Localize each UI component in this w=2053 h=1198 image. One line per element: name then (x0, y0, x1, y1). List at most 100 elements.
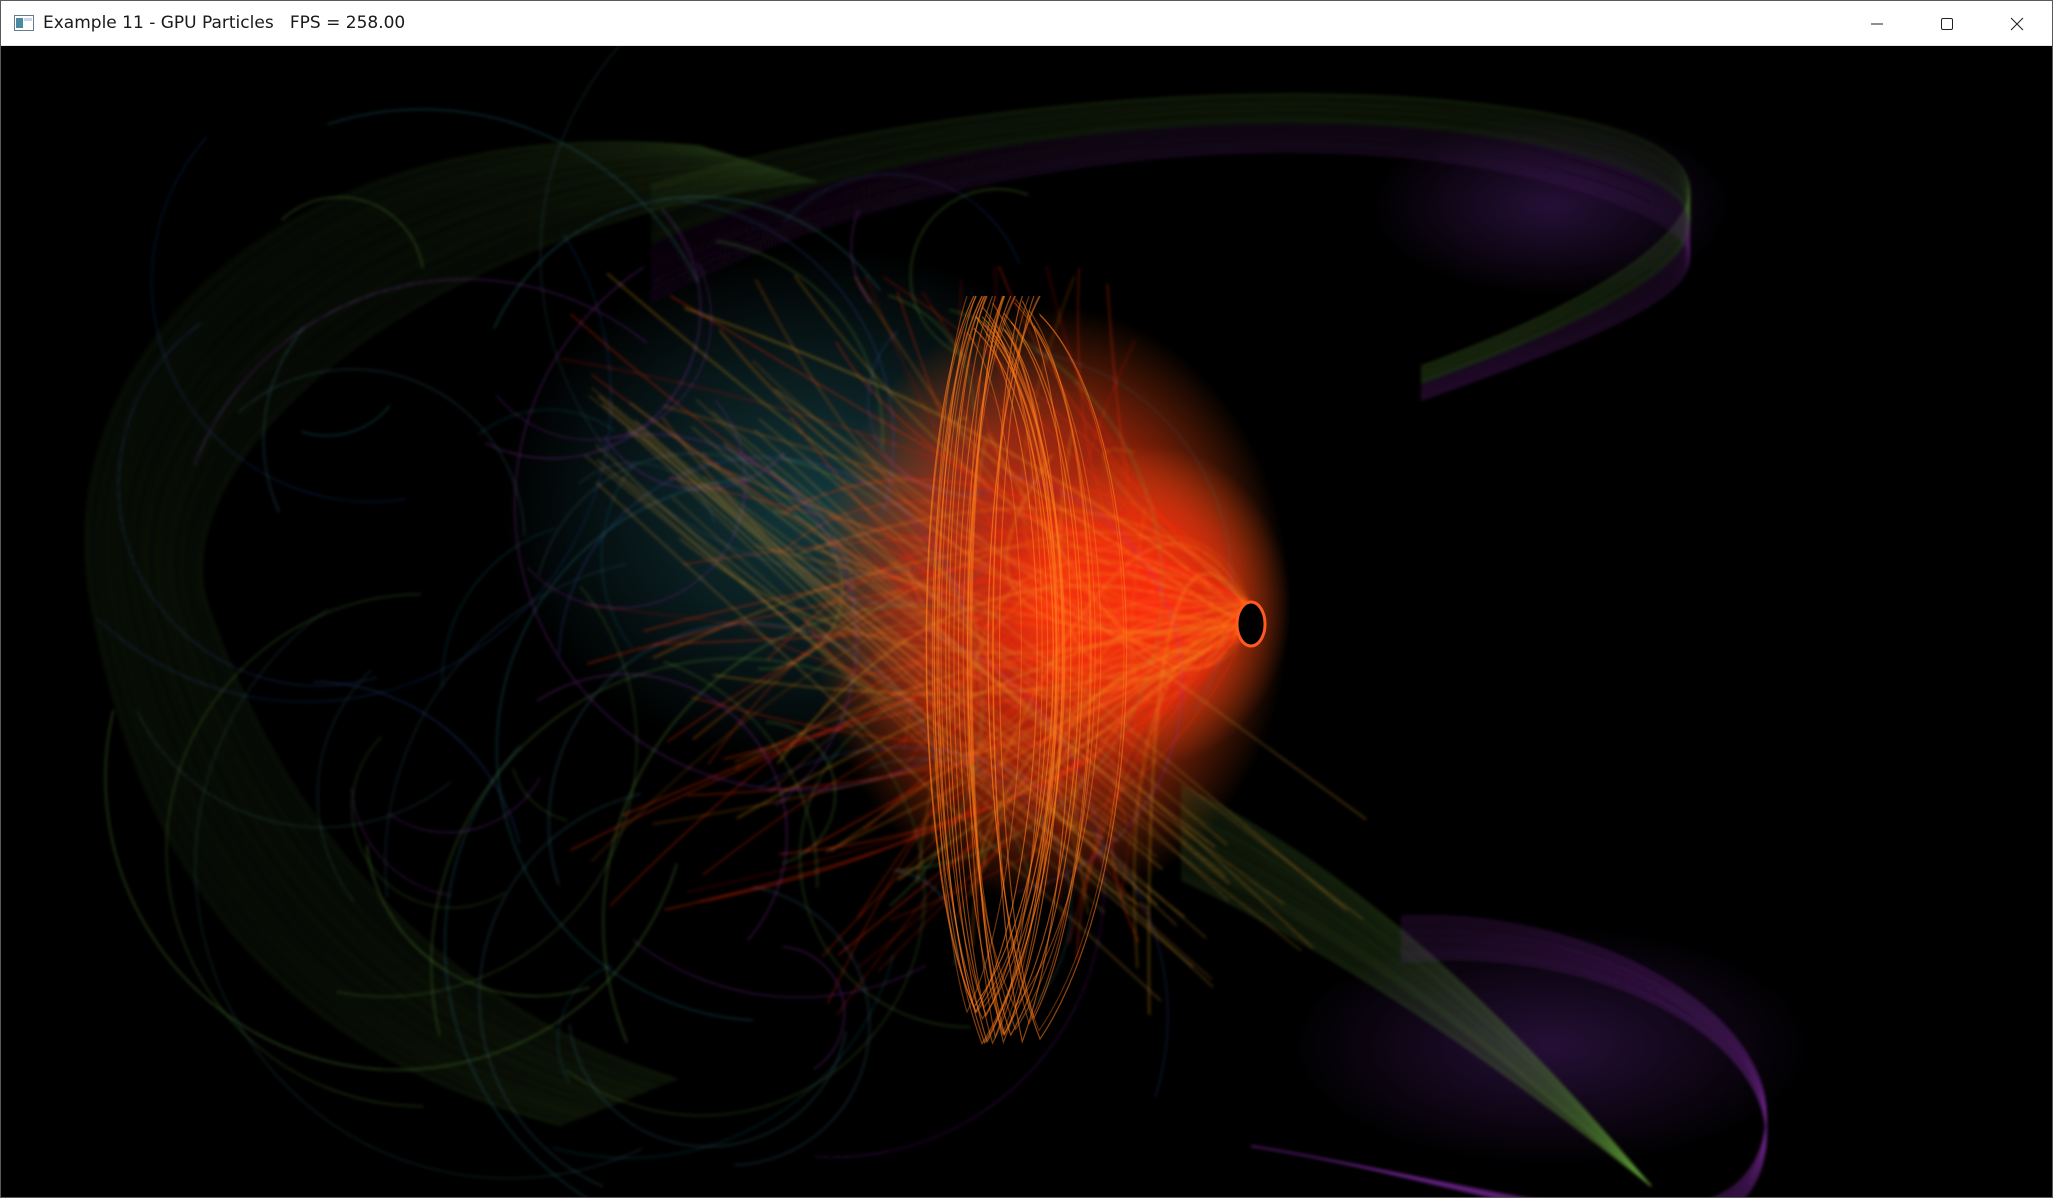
particle-trail (588, 395, 1158, 858)
particle-trail (987, 295, 1128, 1041)
particle-trail (690, 601, 1250, 746)
particle-trail (177, 173, 795, 1090)
particle-trail (632, 939, 928, 998)
particle-trail (183, 175, 801, 1087)
particle-trail (591, 387, 1127, 824)
particle-trail (953, 295, 1058, 1045)
particle-trail (770, 470, 1364, 920)
particle-trail (1077, 268, 1250, 619)
particle-trail (1131, 507, 1250, 703)
particle-trail (1026, 514, 1250, 603)
particle-trail (162, 168, 780, 1096)
particle-trail (984, 439, 1250, 629)
particle-trail (153, 166, 771, 1099)
particle-trail (650, 129, 1690, 389)
particle-trail (1250, 959, 1767, 1197)
particle-trail (711, 411, 1228, 846)
particle-trail (478, 793, 642, 1188)
close-button[interactable] (1982, 1, 2052, 46)
particle-trail (1180, 857, 1652, 1187)
particle-trail (1006, 454, 1250, 633)
particle-trail (441, 527, 556, 688)
particle-trail (967, 295, 1096, 1031)
particle-trail (799, 697, 971, 1028)
particle-trail (798, 507, 1250, 612)
particle-trail (650, 113, 1690, 379)
particle-trail (165, 169, 783, 1095)
particle-trail (1180, 876, 1652, 1187)
particle-trail (569, 600, 1250, 851)
particle-trail (141, 162, 759, 1104)
particle-trail (970, 608, 1250, 789)
particle-trail (596, 459, 1194, 968)
particle-trail (814, 630, 1105, 1158)
particle-trail (159, 168, 777, 1097)
particle-trail (238, 368, 526, 536)
particle-trail (650, 141, 1690, 396)
particle-trail (1180, 859, 1652, 1187)
particle-trail (591, 572, 1250, 862)
particle-trail (1180, 879, 1652, 1187)
title-bar[interactable]: Example 11 - GPU Particles FPS = 258.00 (1, 1, 2052, 46)
particle-trail (601, 463, 635, 648)
particle-trail (959, 280, 1250, 607)
particle-trail (496, 478, 753, 1021)
particle-trail (1109, 609, 1250, 772)
particle-trail (1031, 401, 1250, 627)
particle-trail (857, 535, 1250, 675)
particle-trail (972, 621, 1250, 947)
particle-trail (366, 845, 590, 997)
particle-trail (701, 453, 1250, 635)
particle-trail (979, 333, 1250, 613)
particle-trail (987, 433, 1250, 670)
particle-trail (736, 602, 1250, 819)
particle-trail (734, 886, 871, 1166)
particle-trail (716, 240, 884, 450)
particle-trail (201, 180, 819, 1080)
particle-trail (622, 618, 1250, 816)
particle-trail (99, 147, 717, 1121)
particle-trail (557, 965, 612, 1083)
particle-trail (1103, 449, 1250, 605)
particle-trail (708, 558, 1250, 765)
particle-trail (570, 313, 1250, 638)
particle-trail (351, 736, 506, 909)
particle-trail (351, 788, 453, 897)
particle-trail (1148, 573, 1250, 1015)
particle-trail (536, 673, 788, 941)
particle-trail (621, 476, 1185, 918)
particle-trail (548, 622, 936, 886)
particle-trail (650, 117, 1690, 381)
particle-trail (650, 127, 1690, 387)
render-viewport[interactable] (1, 46, 2052, 1197)
particle-trail (906, 565, 1250, 764)
particle-trail (1180, 874, 1652, 1187)
minimize-button[interactable] (1842, 1, 1912, 46)
particle-trail (957, 295, 1080, 1036)
particle-trail (126, 157, 744, 1110)
particle-trail (650, 143, 1690, 397)
particle-trail (650, 93, 1690, 367)
particle-field (84, 46, 1811, 1197)
particle-trail (1180, 869, 1652, 1187)
particle-trail (493, 196, 881, 329)
particle-trail (84, 141, 702, 1127)
particle-trail (1021, 276, 1250, 620)
particle-trail (754, 429, 1314, 949)
particle-trail (1106, 283, 1250, 653)
particle-trail (782, 946, 845, 1070)
particle-trail (1051, 571, 1250, 680)
particle-trail (180, 174, 798, 1089)
particle-trail (931, 295, 1066, 1046)
particle-trail (799, 561, 990, 605)
particle-trail (830, 611, 1250, 852)
particle-trail (683, 200, 895, 516)
particle-trail (1180, 867, 1652, 1187)
particle-trail (650, 149, 1690, 401)
maximize-button[interactable] (1912, 1, 1982, 46)
particle-trail (931, 610, 1250, 815)
particle-trail (135, 160, 753, 1107)
particle-trail (168, 170, 786, 1093)
particle-trail (1180, 862, 1652, 1187)
